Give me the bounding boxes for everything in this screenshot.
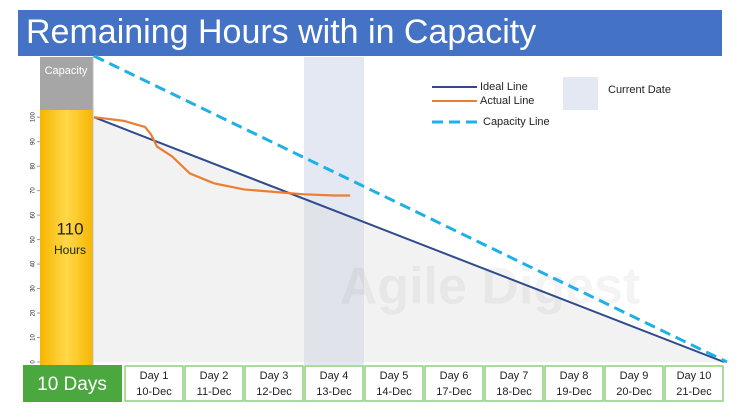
x-tick-label: Day 8 bbox=[560, 370, 589, 382]
x-tick-label: Day 1 bbox=[140, 370, 169, 382]
x-tick-label: 18-Dec bbox=[496, 386, 532, 398]
capacity-bar bbox=[40, 110, 93, 365]
legend-label: Ideal Line bbox=[480, 81, 528, 93]
y-tick-label: 70 bbox=[31, 187, 37, 194]
x-tick-label: Day 4 bbox=[320, 370, 349, 382]
day-box bbox=[124, 365, 184, 402]
watermark: Agile Digest bbox=[340, 258, 641, 316]
y-tick-label: 90 bbox=[31, 138, 37, 145]
day-box bbox=[664, 365, 724, 402]
series-line bbox=[93, 116, 725, 363]
day-box bbox=[604, 365, 664, 402]
x-tick-label: Day 9 bbox=[620, 370, 649, 382]
y-tick-label: 30 bbox=[31, 285, 37, 292]
y-tick-label: 10 bbox=[31, 334, 37, 341]
x-tick-label: 13-Dec bbox=[316, 386, 352, 398]
x-tick-label: Day 10 bbox=[677, 370, 712, 382]
legend-label: Capacity Line bbox=[483, 116, 550, 128]
x-tick-label: Day 7 bbox=[500, 370, 529, 382]
day-box bbox=[544, 365, 604, 402]
x-tick-label: 17-Dec bbox=[436, 386, 472, 398]
x-tick-label: 10-Dec bbox=[136, 386, 172, 398]
title-bar bbox=[18, 10, 722, 56]
y-tick-label: 20 bbox=[31, 309, 37, 316]
day-box bbox=[364, 365, 424, 402]
y-tick-label: 40 bbox=[31, 260, 37, 267]
duration-label: 10 Days bbox=[37, 374, 107, 395]
day-box bbox=[244, 365, 304, 402]
x-tick-label: 14-Dec bbox=[376, 386, 412, 398]
y-tick-label: 50 bbox=[31, 236, 37, 243]
capacity-box bbox=[40, 57, 93, 110]
x-tick-label: 12-Dec bbox=[256, 386, 292, 398]
x-tick-label: 11-Dec bbox=[197, 386, 232, 398]
series-line bbox=[93, 54, 728, 364]
chart-title: Remaining Hours with in Capacity bbox=[26, 13, 536, 51]
x-tick-label: 21-Dec bbox=[676, 386, 712, 398]
legend-label: Current Date bbox=[608, 84, 671, 96]
legend-swatch bbox=[563, 77, 598, 110]
day-box bbox=[304, 365, 364, 402]
capacity-hours: 110 bbox=[56, 219, 83, 238]
x-tick-label: Day 2 bbox=[200, 370, 229, 382]
series-line bbox=[93, 116, 351, 197]
y-tick-label: 100 bbox=[31, 112, 37, 123]
capacity-label: Capacity bbox=[45, 65, 88, 77]
x-tick-label: 19-Dec bbox=[556, 386, 592, 398]
x-tick-label: Day 5 bbox=[380, 370, 409, 382]
day-box bbox=[484, 365, 544, 402]
duration-box bbox=[23, 365, 122, 402]
day-box bbox=[424, 365, 484, 402]
legend-label: Actual Line bbox=[480, 95, 534, 107]
y-tick-label: 80 bbox=[31, 162, 37, 169]
y-tick-label: 0 bbox=[31, 360, 37, 364]
x-tick-label: Day 3 bbox=[260, 370, 289, 382]
y-tick-label: 60 bbox=[31, 211, 37, 218]
day-box bbox=[184, 365, 244, 402]
capacity-unit: Hours bbox=[54, 243, 86, 257]
x-tick-label: 20-Dec bbox=[616, 386, 652, 398]
x-tick-label: Day 6 bbox=[440, 370, 469, 382]
